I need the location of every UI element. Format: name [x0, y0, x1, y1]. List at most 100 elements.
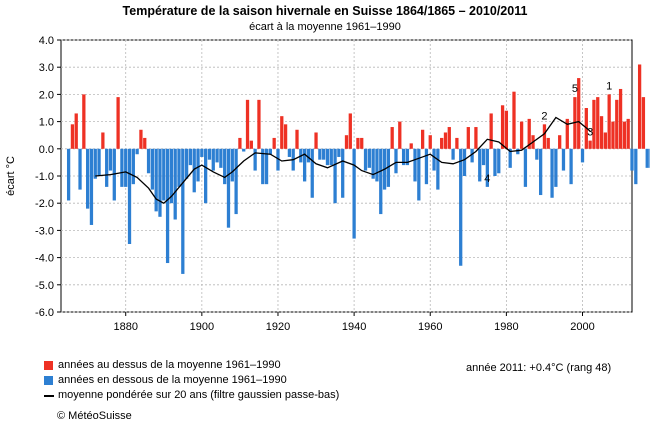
bar — [459, 148, 463, 266]
bar — [413, 148, 417, 182]
bar — [637, 64, 642, 149]
bar — [124, 148, 128, 187]
bar — [641, 97, 646, 149]
bar — [401, 148, 406, 166]
bar — [78, 148, 82, 190]
bar — [280, 116, 284, 149]
bar — [112, 148, 116, 201]
y-tick-label: -6.0 — [35, 307, 54, 319]
bar — [580, 148, 585, 163]
bar — [295, 129, 299, 149]
bar — [436, 148, 440, 190]
bar — [516, 148, 520, 155]
bar — [97, 148, 101, 176]
rank-label: 5 — [572, 83, 578, 95]
bar — [105, 148, 109, 187]
bar — [200, 148, 204, 157]
bar — [211, 148, 215, 171]
bar — [249, 140, 253, 149]
bar — [238, 137, 242, 149]
bar — [158, 148, 162, 217]
bar — [645, 148, 649, 168]
bar — [276, 148, 280, 171]
bar — [348, 113, 352, 149]
legend-label-line: moyenne pondérée sur 20 ans (filtre gaus… — [58, 389, 340, 401]
rank-label: 3 — [587, 127, 593, 139]
bar — [420, 129, 425, 149]
bar — [428, 135, 432, 149]
x-tick-label: 1980 — [494, 321, 518, 333]
bar — [143, 137, 147, 149]
bar — [264, 148, 269, 185]
bar — [261, 148, 265, 185]
bar — [230, 148, 234, 182]
bar — [508, 148, 512, 168]
bar — [432, 148, 436, 171]
bar — [607, 94, 611, 149]
smoothed-line — [95, 116, 591, 204]
bar — [519, 121, 524, 149]
bar — [375, 148, 379, 182]
x-tick-label: 1900 — [190, 321, 214, 333]
bar — [611, 121, 615, 149]
bar — [283, 124, 288, 149]
legend-item-below: années en dessous de la moyenne 1961–199… — [44, 373, 339, 388]
bar — [451, 148, 455, 160]
y-tick-labels: 4.0 3.0 2.0 1.0 0.0 -1.0 -2.0 -3.0 -4.0 -5.0 -6.0 — [35, 35, 54, 319]
bar — [363, 148, 368, 171]
legend-item-above: années au dessus de la moyenne 1961–1990 — [44, 358, 339, 373]
bar — [535, 148, 539, 160]
bar — [268, 148, 273, 155]
bar — [394, 148, 398, 174]
bar — [462, 148, 467, 176]
bar — [523, 148, 528, 187]
grid-lines — [57, 39, 632, 316]
bar — [196, 148, 200, 182]
bar — [504, 110, 509, 149]
bar — [615, 99, 619, 149]
bar — [306, 148, 311, 163]
bar — [154, 148, 158, 212]
bar — [440, 137, 444, 149]
y-tick-label: 0.0 — [39, 144, 54, 156]
x-tick-label: 1920 — [266, 321, 290, 333]
bar — [493, 148, 497, 176]
bar — [74, 113, 78, 149]
bar — [177, 148, 181, 187]
bar — [478, 148, 482, 182]
bar — [89, 148, 94, 225]
bar — [302, 148, 307, 182]
bar — [188, 148, 193, 166]
bar — [634, 148, 638, 185]
bar — [337, 148, 341, 157]
bar — [70, 124, 75, 149]
bar — [169, 148, 174, 204]
legend-label-below: années en dessous de la moyenne 1961–199… — [58, 374, 287, 386]
bar — [424, 148, 429, 185]
bar — [181, 148, 185, 274]
bar — [226, 148, 231, 228]
rank-label: 1 — [606, 80, 612, 92]
legend: années au dessus de la moyenne 1961–1990… — [44, 358, 339, 403]
y-tick-label: 4.0 — [39, 35, 54, 47]
bar — [390, 127, 394, 149]
rank-label: 2 — [541, 110, 547, 122]
bar — [447, 127, 451, 149]
rank-annotations: 1 2 3 4 5 — [484, 80, 612, 184]
y-tick-label: -2.0 — [35, 198, 54, 210]
bar — [223, 148, 227, 185]
bar — [630, 148, 634, 171]
x-tick-labels: 1880 1900 1920 1940 1960 1980 2000 — [113, 321, 594, 333]
bar — [500, 105, 505, 149]
bar — [108, 148, 113, 171]
bar — [245, 99, 250, 149]
bar — [592, 99, 596, 149]
bar — [66, 148, 71, 201]
bar — [565, 118, 569, 149]
bar — [512, 91, 516, 149]
bar — [150, 148, 154, 190]
bar — [215, 148, 219, 163]
bar — [93, 148, 97, 179]
bar — [318, 148, 322, 160]
bar — [329, 148, 333, 166]
